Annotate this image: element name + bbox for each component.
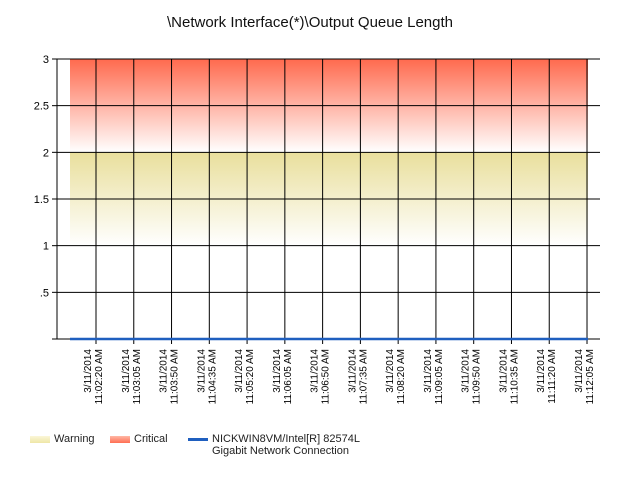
x-tick-label: 3/11/2014 11:09:50 AM <box>461 349 483 405</box>
x-tick-date: 3/11/2014 <box>310 349 321 393</box>
chart-plot: 32.521.51.53/11/2014 11:02:20 AM 3/11/2014… <box>34 54 600 405</box>
x-tick-date: 3/11/2014 <box>347 349 358 393</box>
x-tick-time: 11:05:20 AM <box>245 349 256 404</box>
x-tick-date: 3/11/2014 <box>574 349 585 393</box>
x-tick-time: 11:09:05 AM <box>434 349 445 404</box>
x-tick-label: 3/11/2014 11:04:35 AM <box>196 349 218 405</box>
x-tick-label: 3/11/2014 11:07:35 AM <box>347 349 369 405</box>
x-tick-date: 3/11/2014 <box>196 349 207 393</box>
y-tick-label: 3 <box>43 54 49 66</box>
x-tick-time: 11:10:35 AM <box>509 349 520 404</box>
x-tick-date: 3/11/2014 <box>461 349 472 393</box>
x-tick-time: 11:03:05 AM <box>132 349 143 404</box>
x-tick-time: 11:03:50 AM <box>170 349 181 404</box>
x-tick-date: 3/11/2014 <box>234 349 245 393</box>
x-tick-date: 3/11/2014 <box>423 349 434 393</box>
legend-series-label-line1: NICKWIN8VM/Intel[R] 82574L <box>212 433 360 445</box>
x-tick-time: 11:11:20 AM <box>547 349 558 404</box>
y-tick-label: 2 <box>43 147 49 159</box>
x-tick-label: 3/11/2014 11:12:05 AM <box>574 349 596 405</box>
x-tick-label: 3/11/2014 11:06:05 AM <box>272 349 294 405</box>
warning-swatch <box>30 436 50 443</box>
y-tick-label: 1 <box>43 241 49 253</box>
x-tick-time: 11:12:05 AM <box>585 349 596 404</box>
x-tick-label: 3/11/2014 11:02:20 AM <box>83 349 105 405</box>
y-tick-label: 1.5 <box>34 194 49 206</box>
x-tick-label: 3/11/2014 11:08:20 AM <box>385 349 407 405</box>
legend-critical-label: Critical <box>134 433 168 445</box>
x-tick-label: 3/11/2014 11:10:35 AM <box>498 349 520 405</box>
series-swatch <box>188 438 208 441</box>
y-tick-label: .5 <box>40 287 49 299</box>
x-tick-time: 11:08:20 AM <box>396 349 407 404</box>
x-tick-time: 11:06:05 AM <box>283 349 294 404</box>
x-tick-date: 3/11/2014 <box>272 349 283 393</box>
x-tick-time: 11:07:35 AM <box>358 349 369 404</box>
x-tick-label: 3/11/2014 11:03:50 AM <box>159 349 181 405</box>
x-tick-time: 11:04:35 AM <box>207 349 218 404</box>
x-tick-date: 3/11/2014 <box>159 349 170 393</box>
chart-title: \Network Interface(*)\Output Queue Lengt… <box>167 14 453 31</box>
x-tick-time: 11:06:50 AM <box>321 349 332 404</box>
critical-swatch <box>110 436 130 443</box>
x-tick-date: 3/11/2014 <box>498 349 509 393</box>
x-tick-date: 3/11/2014 <box>385 349 396 393</box>
x-tick-date: 3/11/2014 <box>536 349 547 393</box>
legend-series-label-line2: Gigabit Network Connection <box>212 445 349 457</box>
x-tick-time: 11:09:50 AM <box>472 349 483 404</box>
x-tick-label: 3/11/2014 11:09:05 AM <box>423 349 445 405</box>
x-tick-label: 3/11/2014 11:03:05 AM <box>121 349 143 405</box>
x-tick-time: 11:02:20 AM <box>94 349 105 404</box>
y-tick-label: 2.5 <box>34 101 49 113</box>
x-tick-date: 3/11/2014 <box>83 349 94 393</box>
x-tick-label: 3/11/2014 11:11:20 AM <box>536 349 558 404</box>
x-tick-date: 3/11/2014 <box>121 349 132 393</box>
x-tick-label: 3/11/2014 11:06:50 AM <box>310 349 332 405</box>
legend-warning-label: Warning <box>54 433 95 445</box>
x-tick-label: 3/11/2014 11:05:20 AM <box>234 349 256 405</box>
